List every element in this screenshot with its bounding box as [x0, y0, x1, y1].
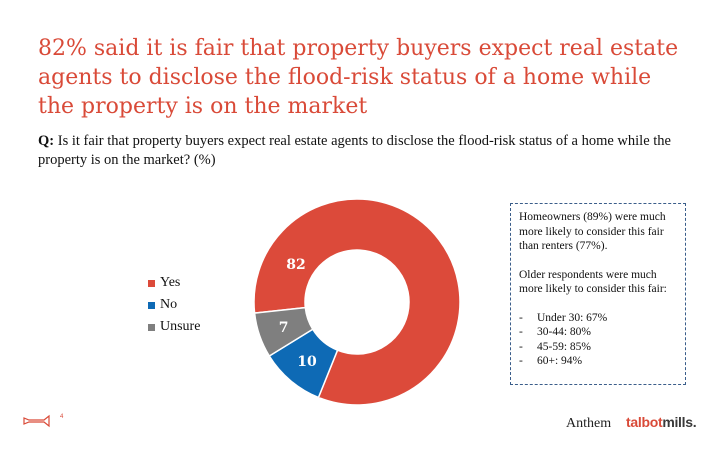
talbotmills-logo-accent: mills. [662, 414, 697, 430]
legend-label-unsure: Unsure [160, 319, 201, 334]
list-item: - 60+: 94% [519, 354, 677, 369]
question-prefix: Q: [38, 133, 55, 149]
list-dash: - [519, 311, 523, 324]
list-dash: - [519, 355, 523, 367]
legend-label-yes: Yes [160, 275, 181, 290]
legend-swatch-unsure [148, 323, 155, 331]
note-paragraph-homeowners: Homeowners (89%) were much more likely t… [519, 211, 666, 252]
donut-data-labels: 82 10 7 [279, 257, 317, 370]
data-label-no: 10 [297, 354, 317, 370]
donut-slice-unsure [253, 306, 314, 358]
donut-slice-yes [253, 198, 461, 406]
list-item-text: 30-44: 80% [537, 326, 591, 338]
donut-slices [253, 198, 461, 406]
legend-swatch-no [148, 301, 155, 309]
age-breakdown-list: - Under 30: 67% - 30-44: 80% - 45-59: 85% -… [519, 311, 677, 369]
legend-swatch-yes [148, 279, 155, 287]
talbotmills-logo-main: talbot [626, 414, 663, 430]
question-text: Is it fair that property buyers expect r… [38, 133, 671, 168]
data-label-yes: 82 [286, 257, 305, 273]
insight-note-box: Homeowners (89%) were much more likely t… [510, 203, 686, 385]
legend-item-unsure: Unsure [148, 316, 200, 338]
legend-item-no: No [148, 294, 200, 316]
list-item-text: 45-59: 85% [537, 340, 591, 353]
bugle-logo-icon [23, 414, 50, 428]
list-item: - 45-59: 85% [519, 340, 677, 355]
list-item: - 30-44: 80% [519, 325, 677, 340]
survey-question: Q: Is it fair that property buyers expec… [38, 132, 678, 170]
data-label-unsure: 7 [279, 320, 289, 336]
list-item-text: Under 30: 67% [537, 311, 608, 324]
list-item-text: 60+: 94% [537, 355, 583, 367]
legend-label-no: No [160, 297, 178, 312]
anthem-logo: Anthem [566, 416, 612, 431]
chart-legend: Yes No Unsure [148, 272, 200, 338]
page-number: 4 [60, 414, 64, 420]
talbotmills-logo: talbotmills. [626, 414, 697, 430]
legend-item-yes: Yes [148, 272, 200, 294]
note-paragraph-age: Older respondents were much more likely … [519, 268, 667, 296]
list-dash: - [519, 326, 523, 338]
list-item: - Under 30: 67% [519, 311, 677, 326]
list-dash: - [519, 340, 523, 353]
page-title: 82% said it is fair that property buyers… [38, 36, 679, 119]
